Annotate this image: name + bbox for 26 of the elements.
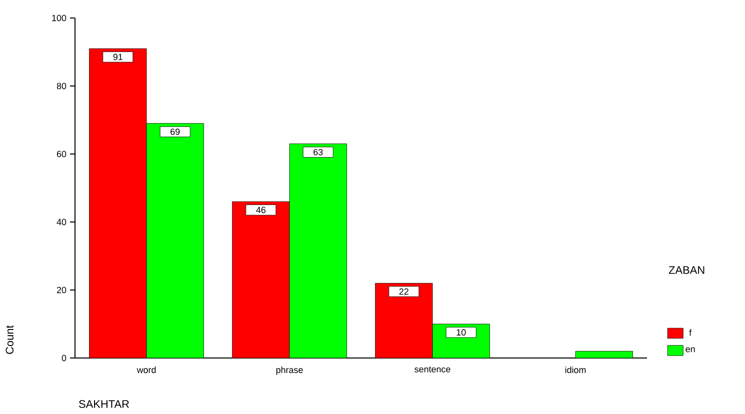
data-label: 69: [170, 128, 180, 135]
data-label: 10: [456, 329, 466, 336]
legend-title: ZABAN: [668, 266, 704, 274]
bar: [375, 283, 433, 358]
data-label: 63: [314, 148, 323, 156]
y-tick-label: 0: [62, 354, 66, 362]
x-axis-title: SAKHTAR: [79, 400, 129, 408]
x-tick-label: word: [136, 366, 156, 374]
bar: [232, 201, 290, 358]
data-label: 46: [256, 206, 266, 214]
y-tick-label: 80: [56, 82, 66, 90]
x-tick-label: phrase: [276, 366, 303, 375]
data-label: 22: [399, 288, 408, 295]
x-tick-label: idiom: [565, 366, 586, 374]
bar: [289, 144, 347, 358]
legend-label: f: [689, 329, 692, 336]
data-label: 91: [113, 54, 122, 60]
y-tick-label: 60: [56, 150, 66, 158]
legend-label: en: [686, 347, 695, 352]
y-tick-label: 40: [56, 218, 66, 226]
bar: [146, 123, 204, 358]
y-tick-label: 20: [56, 286, 66, 294]
y-tick-label: 100: [52, 14, 66, 22]
y-axis-title: Count: [6, 325, 14, 354]
x-tick-label: sentence: [414, 366, 450, 372]
bar: [89, 48, 147, 358]
